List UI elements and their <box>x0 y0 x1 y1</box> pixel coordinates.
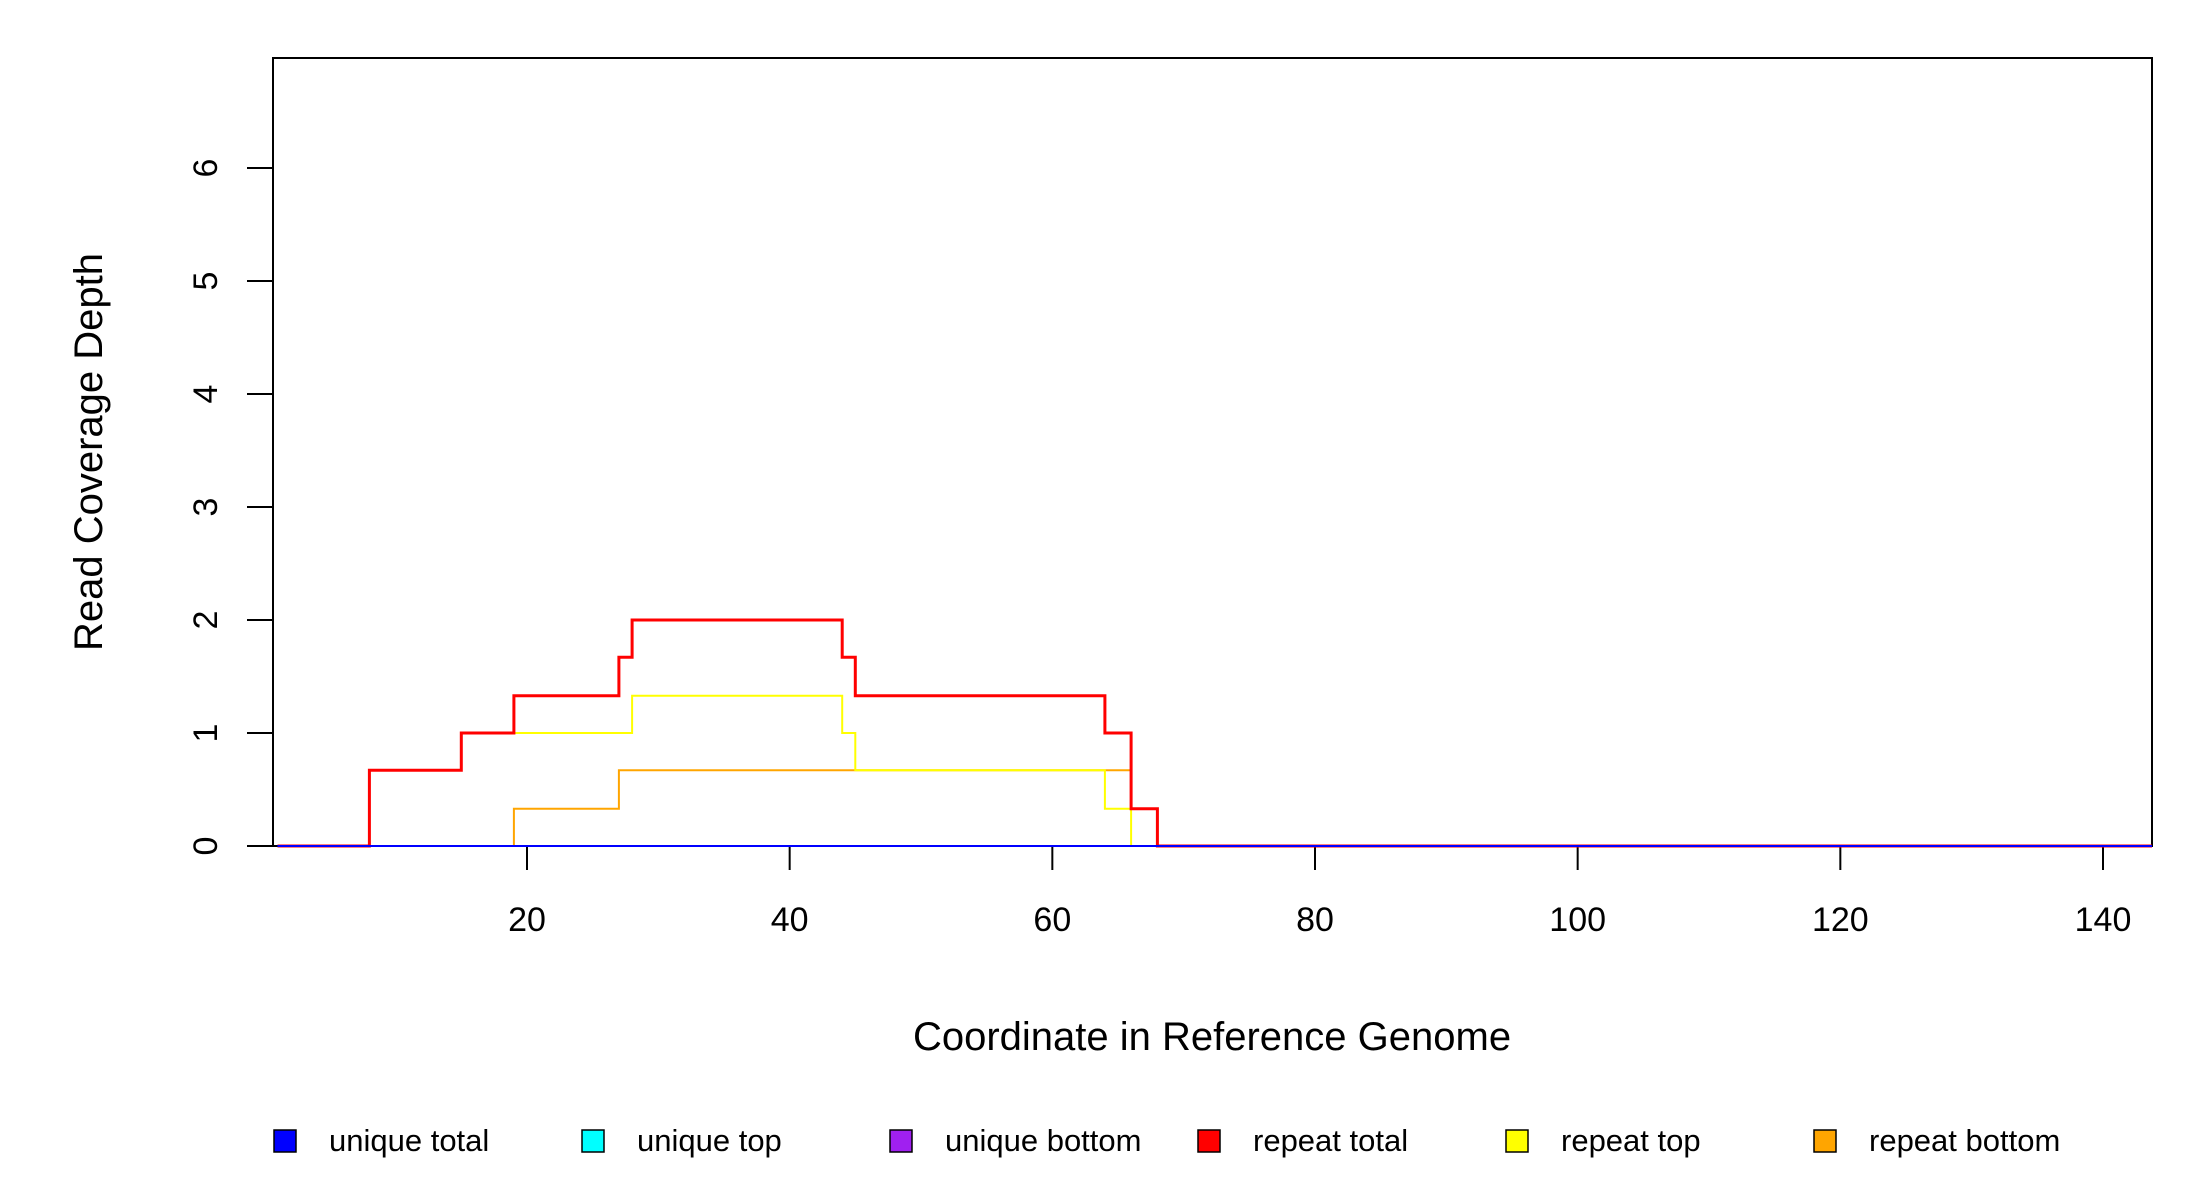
legend-swatch <box>581 1129 605 1153</box>
legend-label: unique bottom <box>945 1123 1141 1158</box>
y-tick-label: 6 <box>187 159 225 178</box>
legend-label: unique top <box>637 1123 782 1158</box>
legend-swatch <box>273 1129 297 1153</box>
y-tick-label: 3 <box>187 498 225 517</box>
legend-item: unique bottom <box>889 1123 1141 1158</box>
legend-label: repeat total <box>1253 1123 1408 1158</box>
x-tick-label: 140 <box>2075 901 2132 939</box>
x-axis: 20 40 60 80 100 120 140 <box>508 846 2131 939</box>
series-repeat-bottom-line <box>277 769 2152 847</box>
legend-item: repeat top <box>1505 1123 1701 1158</box>
legend-swatch <box>1505 1129 1529 1153</box>
legend-swatch <box>889 1129 913 1153</box>
legend-label: unique total <box>329 1123 489 1158</box>
x-tick-label: 40 <box>771 901 809 939</box>
y-tick-label: 1 <box>187 724 225 743</box>
plot-frame <box>272 57 2153 847</box>
legend-swatch <box>1197 1129 1221 1153</box>
legend-swatch <box>1813 1129 1837 1153</box>
legend-item: repeat bottom <box>1813 1123 2060 1158</box>
x-tick-label: 120 <box>1812 901 1869 939</box>
y-axis-title: Read Coverage Depth <box>67 253 111 651</box>
series-repeat-top-line <box>277 694 2152 847</box>
legend-label: repeat bottom <box>1869 1123 2060 1158</box>
y-tick-label: 0 <box>187 837 225 856</box>
legend-label: repeat top <box>1561 1123 1701 1158</box>
x-tick-label: 100 <box>1549 901 1606 939</box>
x-tick-label: 80 <box>1296 901 1334 939</box>
y-tick-label: 2 <box>187 611 225 630</box>
series-repeat-total-line <box>277 618 2152 848</box>
y-tick-label: 4 <box>187 385 225 404</box>
y-axis: 0 1 2 3 4 5 6 <box>187 159 274 856</box>
x-tick-label: 20 <box>508 901 546 939</box>
series-layer <box>277 618 2152 848</box>
x-tick-label: 60 <box>1033 901 1071 939</box>
legend-item: unique total <box>273 1123 489 1158</box>
y-tick-label: 5 <box>187 272 225 291</box>
legend: unique total unique top unique bottom repea… <box>273 1123 2060 1158</box>
x-axis-title: Coordinate in Reference Genome <box>913 1015 1511 1059</box>
legend-item: unique top <box>581 1123 782 1158</box>
legend-item: repeat total <box>1197 1123 1408 1158</box>
